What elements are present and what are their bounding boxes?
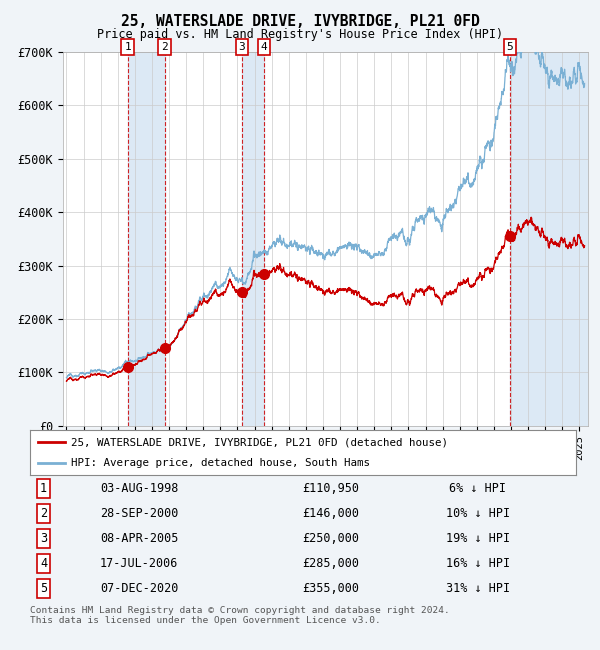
Text: 10% ↓ HPI: 10% ↓ HPI <box>446 508 510 521</box>
Text: 2: 2 <box>161 42 168 52</box>
Text: 17-JUL-2006: 17-JUL-2006 <box>100 557 178 570</box>
Text: 25, WATERSLADE DRIVE, IVYBRIDGE, PL21 0FD: 25, WATERSLADE DRIVE, IVYBRIDGE, PL21 0F… <box>121 14 479 29</box>
Text: 4: 4 <box>260 42 267 52</box>
Text: 07-DEC-2020: 07-DEC-2020 <box>100 582 178 595</box>
Bar <box>128 52 164 426</box>
Text: 28-SEP-2000: 28-SEP-2000 <box>100 508 178 521</box>
Text: £250,000: £250,000 <box>302 532 359 545</box>
Text: 6% ↓ HPI: 6% ↓ HPI <box>449 482 506 495</box>
Text: 2: 2 <box>40 508 47 521</box>
Text: Contains HM Land Registry data © Crown copyright and database right 2024.
This d: Contains HM Land Registry data © Crown c… <box>30 606 450 625</box>
Text: £146,000: £146,000 <box>302 508 359 521</box>
Text: HPI: Average price, detached house, South Hams: HPI: Average price, detached house, Sout… <box>71 458 370 469</box>
Text: 03-AUG-1998: 03-AUG-1998 <box>100 482 178 495</box>
Text: 5: 5 <box>40 582 47 595</box>
Text: 19% ↓ HPI: 19% ↓ HPI <box>446 532 510 545</box>
Text: 5: 5 <box>506 42 513 52</box>
Text: 1: 1 <box>124 42 131 52</box>
Text: 08-APR-2005: 08-APR-2005 <box>100 532 178 545</box>
Text: 16% ↓ HPI: 16% ↓ HPI <box>446 557 510 570</box>
Text: 4: 4 <box>40 557 47 570</box>
Text: 25, WATERSLADE DRIVE, IVYBRIDGE, PL21 0FD (detached house): 25, WATERSLADE DRIVE, IVYBRIDGE, PL21 0F… <box>71 437 448 447</box>
Text: Price paid vs. HM Land Registry's House Price Index (HPI): Price paid vs. HM Land Registry's House … <box>97 28 503 41</box>
Bar <box>509 52 588 426</box>
Text: 3: 3 <box>239 42 245 52</box>
Text: 31% ↓ HPI: 31% ↓ HPI <box>446 582 510 595</box>
Bar <box>242 52 264 426</box>
Text: £285,000: £285,000 <box>302 557 359 570</box>
Text: £355,000: £355,000 <box>302 582 359 595</box>
Text: £110,950: £110,950 <box>302 482 359 495</box>
Text: 3: 3 <box>40 532 47 545</box>
Text: 1: 1 <box>40 482 47 495</box>
